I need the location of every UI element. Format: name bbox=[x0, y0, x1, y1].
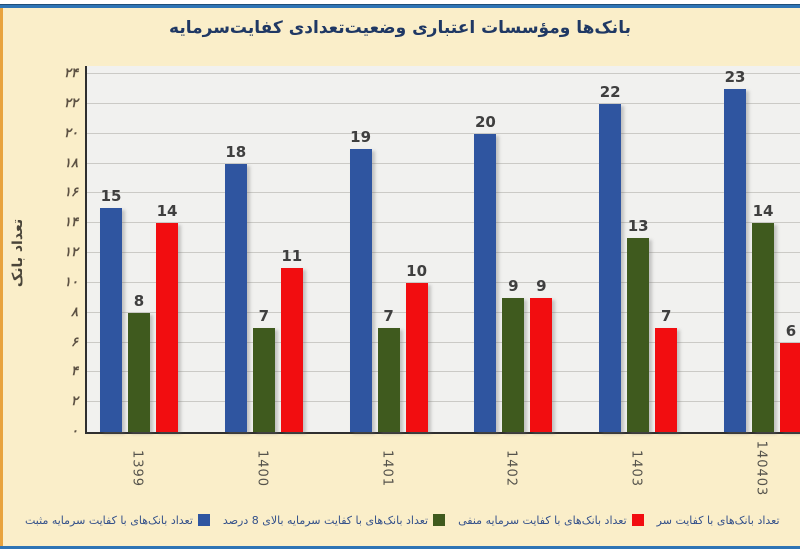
y-tick-label: ۱۰ bbox=[64, 274, 78, 290]
bar-1403-s2 bbox=[655, 327, 678, 432]
bar-1400-s0 bbox=[224, 163, 247, 432]
gridline bbox=[87, 311, 800, 313]
y-tick-label: ۸ bbox=[71, 304, 78, 320]
legend-label: تعداد بانک‌های با کفایت سرمایه بالای 8 د… bbox=[222, 513, 429, 527]
bar-value-label: 13 bbox=[627, 217, 649, 236]
legend-item-0: تعداد بانک‌های با کفایت سرمایه مثبت bbox=[25, 514, 210, 527]
chart-title: بانک‌ها ومؤسسات اعتباری وضعیت‌تعدادی کفا… bbox=[169, 18, 631, 38]
x-category-label: 1400 bbox=[254, 449, 270, 488]
bar-1402-s1 bbox=[502, 297, 525, 432]
bar-1403-s0 bbox=[599, 103, 622, 432]
left-accent-line bbox=[0, 8, 3, 546]
bar-value-label: 7 bbox=[660, 306, 672, 325]
bar-1402-s0 bbox=[474, 133, 497, 432]
bar-1401-s2 bbox=[405, 282, 428, 432]
legend-label: تعداد بانک‌های با کفایت سرمایه منفی bbox=[458, 513, 627, 527]
y-tick-label: ۱۸ bbox=[64, 155, 78, 171]
legend-swatch bbox=[631, 514, 644, 526]
y-tick-label: ۴ bbox=[71, 364, 78, 380]
bar-1402-s2 bbox=[530, 297, 553, 432]
y-tick-label: ۲۴ bbox=[64, 66, 78, 81]
legend-item-2: تعداد بانک‌های با کفایت سرمایه منفی bbox=[458, 514, 644, 527]
gridline bbox=[87, 192, 800, 194]
gridline bbox=[87, 371, 800, 373]
gridline bbox=[87, 401, 800, 403]
y-tick-label: ۲ bbox=[71, 394, 78, 410]
x-category-label: 1399 bbox=[129, 449, 145, 488]
gridline bbox=[87, 73, 800, 74]
gridline bbox=[87, 102, 800, 104]
y-tick-label: ۰ bbox=[71, 424, 78, 439]
gridline bbox=[87, 281, 800, 283]
gridline bbox=[87, 341, 800, 343]
x-category-label: 1401 bbox=[379, 449, 395, 488]
bar-140403-s1 bbox=[752, 223, 774, 432]
gridline bbox=[87, 222, 800, 224]
bar-value-label: 14 bbox=[752, 202, 774, 221]
bottom-divider-line bbox=[0, 546, 800, 549]
gridline bbox=[87, 252, 800, 253]
y-tick-label: ۲۰ bbox=[64, 125, 78, 141]
bar-1399-s1 bbox=[128, 312, 150, 432]
bar-value-label: 18 bbox=[225, 142, 247, 161]
bar-value-label: 8 bbox=[133, 291, 145, 310]
gridline bbox=[87, 132, 800, 134]
x-category-label: 140403 bbox=[753, 440, 769, 497]
legend-item-1: تعداد بانک‌های با کفایت سرمایه بالای 8 د… bbox=[222, 513, 446, 527]
bar-1403-s1 bbox=[627, 238, 650, 432]
chart-legend: تعداد بانک‌های با کفایت سرمایه مثبت تعداد… bbox=[0, 507, 800, 533]
y-tick-label: ۱۲ bbox=[64, 245, 78, 260]
y-tick-label: ۱۴ bbox=[64, 215, 78, 231]
plot-area: 15 8 14 18 7 11 19 7 10 20 9 9 22 13 7 23 14 6 bbox=[85, 66, 800, 434]
legend-swatch bbox=[197, 514, 210, 526]
bar-1400-s1 bbox=[252, 327, 275, 432]
gridline bbox=[87, 162, 800, 164]
legend-label: تعداد بانک‌های با کفایت سرمایه مثبت bbox=[25, 513, 193, 527]
bar-140403-s2 bbox=[780, 342, 800, 432]
bar-140403-s0 bbox=[724, 88, 746, 432]
x-category-label: 1402 bbox=[503, 449, 519, 488]
bar-1401-s1 bbox=[377, 327, 400, 432]
y-tick-label: ۲۲ bbox=[64, 95, 78, 111]
bar-value-label: 9 bbox=[536, 276, 547, 295]
bar-1400-s2 bbox=[280, 267, 303, 432]
bar-value-label: 7 bbox=[383, 306, 394, 325]
bar-value-label: 22 bbox=[599, 82, 621, 101]
bar-value-label: 10 bbox=[406, 261, 428, 280]
bar-value-label: 19 bbox=[350, 127, 372, 146]
bar-value-label: 23 bbox=[724, 67, 746, 86]
legend-swatch bbox=[433, 514, 446, 526]
y-axis-title: تعداد بانک bbox=[10, 218, 26, 288]
bar-value-label: 14 bbox=[156, 202, 178, 221]
bar-value-label: 15 bbox=[100, 187, 122, 206]
y-tick-label: ۶ bbox=[71, 334, 78, 350]
bar-1401-s0 bbox=[349, 148, 372, 432]
bar-value-label: 20 bbox=[474, 112, 496, 131]
bar-value-label: 9 bbox=[508, 276, 519, 295]
top-divider-line bbox=[0, 4, 800, 8]
bar-1399-s0 bbox=[100, 208, 122, 432]
legend-clipped-text: تعداد بانک‌های با کفایت سر bbox=[656, 513, 780, 527]
bar-value-label: 7 bbox=[258, 306, 270, 325]
x-category-label: 1403 bbox=[628, 449, 644, 488]
bar-value-label: 11 bbox=[281, 246, 303, 265]
bar-value-label: 6 bbox=[785, 321, 797, 340]
bar-1399-s2 bbox=[156, 223, 178, 432]
y-tick-label: ۱۶ bbox=[64, 185, 78, 201]
